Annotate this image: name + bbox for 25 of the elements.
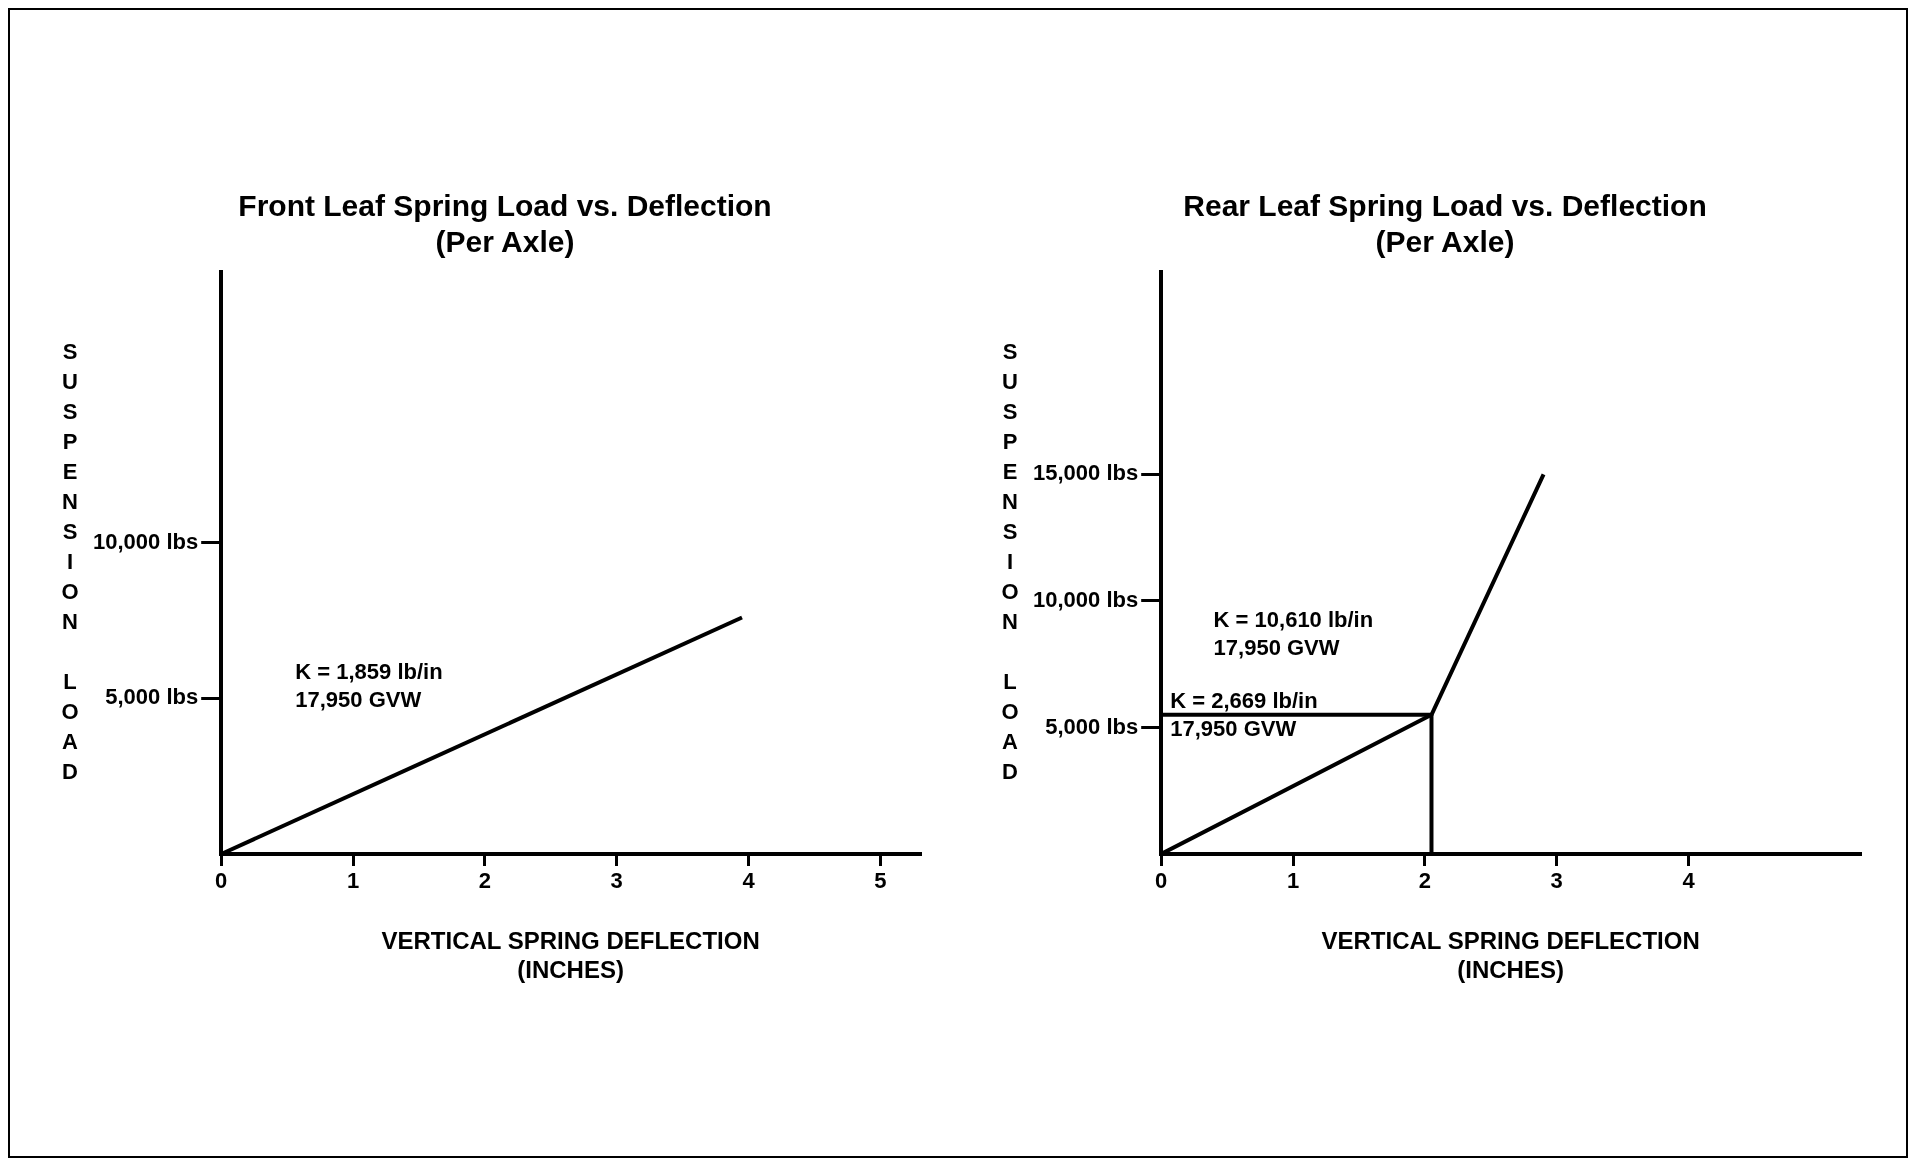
x-axis-title: VERTICAL SPRING DEFLECTION (INCHES) [1321,927,1700,984]
chart-title: Rear Leaf Spring Load vs. Deflection (Per Axle) [1183,189,1707,259]
text: SUSPENSION LOAD [61,339,79,785]
x-axis-title: VERTICAL SPRING DEFLECTION (INCHES) [381,927,760,984]
y-tick-label: 15,000 lbs [1033,460,1139,486]
y-tick-label: 5,000 lbs [1045,713,1139,739]
annotation: K = 1,859 lb/in 17,950 GVW [295,659,443,712]
x-tick-label: 3 [1550,868,1563,894]
x-tick-label: 0 [1155,868,1168,894]
x-tick-label: 1 [1286,868,1300,894]
x-tick-label: 3 [610,868,623,894]
x-tick-label: 2 [1418,868,1432,894]
x-tick-label: 4 [1682,868,1696,894]
x-tick-label: 1 [346,868,360,894]
annotation: K = 2,669 lb/in 17,950 GVW [1170,688,1318,742]
x-tick-label: 5 [874,868,887,894]
y-tick-label: 10,000 lbs [93,528,199,554]
chart-title: Front Leaf Spring Load vs. Deflection (Per Axle) [238,189,772,259]
y-tick-label: 10,000 lbs [1033,587,1139,613]
y-tick-label: 5,000 lbs [105,684,199,710]
text: SUSPENSION LOAD [1001,339,1019,785]
annotation: K = 10,610 lb/in 17,950 GVW [1213,606,1374,660]
x-tick-label: 0 [215,868,228,894]
x-tick-label: 4 [742,868,756,894]
x-tick-label: 2 [478,868,492,894]
